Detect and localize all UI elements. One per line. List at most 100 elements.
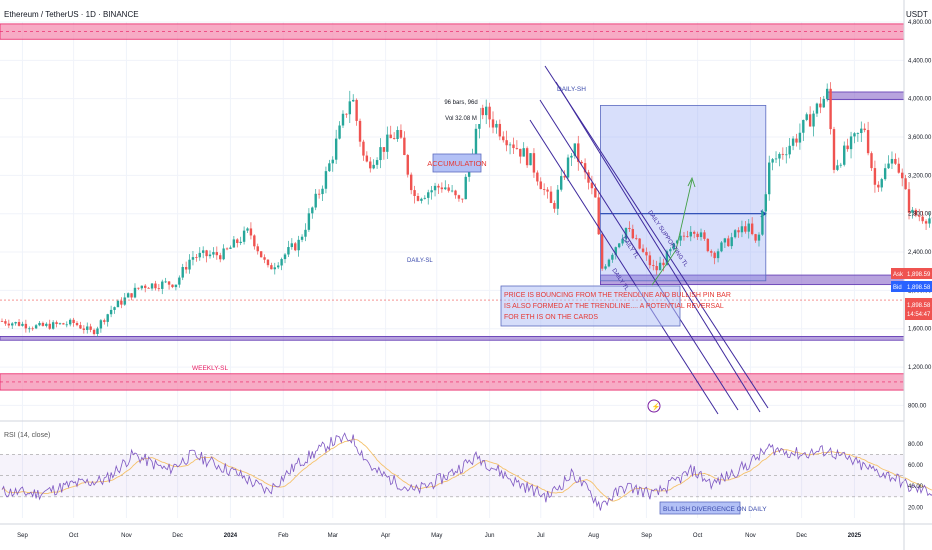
candle-body [730,237,733,247]
candle [7,319,11,329]
candle [338,121,341,140]
candle [819,97,822,114]
candle-body [638,238,641,249]
candle-body [461,198,464,200]
candle [68,318,72,327]
candle [287,240,290,257]
candle [92,328,96,336]
candle-body [761,211,764,235]
candle-body [856,133,860,134]
candle [130,293,133,301]
candle-body [883,168,887,180]
candle-body [222,248,225,260]
candle [583,158,587,180]
candle [430,186,433,200]
candle [536,170,539,186]
candle [808,106,812,127]
candle-body [877,184,880,188]
candle-body [399,129,403,138]
candle [699,228,703,241]
candle [836,159,839,172]
analysis-note-box [500,285,681,327]
candle-body [331,159,334,164]
candle [0,318,4,322]
candle-body [17,322,21,326]
candle-body [270,265,273,270]
candle-body [219,255,222,260]
candle-body [740,226,744,233]
candle-body [181,267,184,278]
weekly-sl-label: WEEKLY-SL [192,365,229,372]
candle-body [556,189,560,209]
candle-body [178,277,181,285]
candle-body [706,238,710,252]
candle [802,119,805,142]
candlestick-series [0,82,932,338]
candle-body [392,138,396,139]
candle-body [539,181,542,190]
candle-body [795,138,798,143]
candle [737,227,740,238]
candle [461,198,464,203]
candle [686,230,689,238]
candle-body [791,138,795,146]
candle [140,285,144,291]
candle-body [839,164,843,166]
candle-body [283,254,287,260]
candle [682,232,686,241]
candle [812,110,815,137]
candle-body [130,293,133,298]
candle-body [628,227,631,230]
candle [41,321,45,327]
candle [215,246,219,260]
candle-body [82,328,86,330]
candle-body [457,195,461,199]
candle [502,131,505,143]
candle [498,119,502,141]
candle [563,170,566,181]
candle [266,259,270,268]
candle [157,284,161,292]
candle [273,262,276,275]
candle-body [75,323,79,326]
candle [706,238,710,253]
candle-body [317,193,321,195]
chart-drawings[interactable] [0,65,904,415]
candle-body [427,192,430,198]
candle [116,299,120,308]
candle-body [191,257,195,260]
candle-body [918,215,921,217]
candle-body [89,326,92,330]
candle-body [812,113,815,127]
candle [11,322,14,329]
candle [900,168,904,187]
candle-body [600,234,604,269]
candle [433,182,437,197]
candle-body [703,232,706,239]
candle-body [652,265,655,267]
candle-body [205,250,208,257]
event-marker-icon[interactable] [647,399,661,413]
candle-body [631,229,635,239]
candle [768,155,771,201]
candle-body [99,320,103,329]
candle [880,177,883,192]
candle [587,169,590,190]
candle-body [48,323,51,329]
candle-body [846,145,849,150]
candle-body [259,251,263,258]
candle-body [682,235,686,237]
price-tick-label: 4,400.00 [908,58,932,64]
candle [495,120,498,134]
candle-body [161,281,164,289]
candle [669,247,672,256]
candle [740,220,744,238]
candle [522,142,525,157]
candle-body [447,187,450,191]
candle-body [573,143,577,156]
candle [150,283,154,291]
candle-body [294,243,297,251]
daily-sl-label: DAILY-SL [407,258,433,264]
measure-bars: 96 bars, 96d [444,100,477,106]
